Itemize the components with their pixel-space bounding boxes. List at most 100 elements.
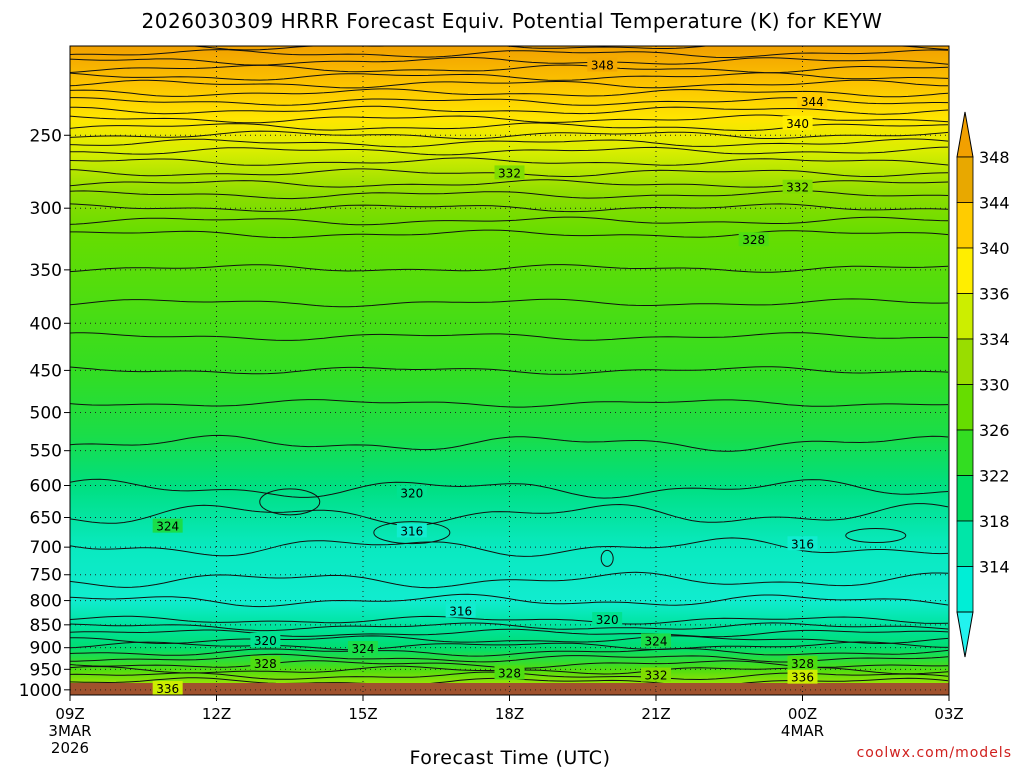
colorbar-tick-label: 334 — [979, 330, 1010, 349]
contour-label: 328 — [791, 657, 814, 671]
contour-line — [70, 72, 949, 81]
y-tick-label: 700 — [30, 538, 62, 558]
contour-label: 340 — [786, 117, 809, 131]
colorbar-tick-label: 326 — [979, 421, 1010, 440]
y-tick-label: 550 — [30, 442, 62, 462]
colorbar-tick-label: 344 — [979, 194, 1010, 213]
y-tick-label: 1000 — [19, 681, 62, 701]
contour-line — [70, 399, 949, 408]
contour-label: 328 — [498, 667, 521, 681]
colorbar-tick-label: 322 — [979, 467, 1010, 486]
contour-line — [70, 434, 949, 452]
colorbar-segment — [956, 293, 974, 340]
contour-label: 348 — [591, 59, 614, 73]
colorbar-segment — [956, 202, 974, 249]
contour-line — [70, 641, 949, 651]
x-tick-sublabel: 2026 — [51, 739, 89, 757]
y-tick-label: 750 — [30, 566, 62, 586]
credit-text: coolwx.com/models — [857, 745, 1012, 761]
colorbar-tick-label: 348 — [979, 148, 1010, 167]
y-tick-label: 600 — [30, 476, 62, 496]
contour-label: 320 — [596, 613, 619, 627]
contour-line — [70, 79, 949, 89]
colorbar-segment — [956, 475, 974, 522]
y-tick-label: 350 — [30, 261, 62, 281]
x-tick-sublabel: 4MAR — [781, 722, 824, 740]
y-tick-label: 800 — [30, 592, 62, 612]
x-tick-label: 00Z — [788, 705, 817, 723]
contour-label-bg — [250, 655, 281, 670]
contour-line — [70, 366, 949, 375]
contour-label-bg — [782, 115, 813, 130]
y-tick-label: 250 — [30, 126, 62, 146]
contour-label-bg — [494, 665, 525, 680]
contour-label-bg — [152, 681, 183, 695]
contour-line — [70, 130, 949, 140]
contour-line — [70, 628, 949, 638]
colorbar-tick-label: 336 — [979, 285, 1010, 304]
contour-line — [70, 105, 949, 115]
colorbar-segment — [956, 384, 974, 431]
ground-surface — [70, 683, 949, 695]
contour-label: 332 — [645, 669, 668, 683]
contour-label-bg — [396, 485, 427, 500]
contour-label-bg — [587, 57, 618, 72]
contour-label: 332 — [498, 166, 521, 180]
contour-label-bg — [797, 93, 828, 108]
contour-line — [70, 298, 949, 308]
contour-label-bg — [494, 165, 525, 180]
contour-label: 324 — [156, 520, 179, 534]
contour-label-bg — [152, 518, 183, 533]
contour-label-bg — [250, 632, 281, 647]
x-axis-label: Forecast Time (UTC) — [410, 747, 611, 768]
contour-line — [70, 503, 949, 527]
contour-line — [70, 264, 949, 273]
contour-label: 344 — [801, 95, 824, 109]
contour-label-bg — [738, 232, 769, 247]
contour-label-bg — [396, 523, 427, 538]
contour-line — [70, 203, 949, 213]
contour-label: 328 — [742, 233, 765, 247]
x-tick-label: 03Z — [934, 705, 963, 723]
y-tick-label: 950 — [30, 660, 62, 680]
colorbar-tick-label: 340 — [979, 239, 1010, 258]
colorbar-top-arrow — [956, 111, 974, 158]
contour-label: 316 — [791, 537, 814, 551]
colorbar-tick-label: 314 — [979, 558, 1010, 577]
chart-title: 2026030309 HRRR Forecast Equiv. Potentia… — [142, 9, 883, 33]
contour-line — [70, 157, 949, 166]
x-tick-label: 15Z — [348, 705, 377, 723]
colorbar-tick-label: 330 — [979, 376, 1010, 395]
contour-line — [70, 49, 949, 58]
contour-line — [70, 593, 949, 608]
y-tick-label: 900 — [30, 639, 62, 659]
colorbar-segment — [956, 156, 974, 203]
plot-area: 348 344 340 332 332 328 324 320 316 316 316 320 320 3… — [70, 46, 949, 695]
contour-label: 328 — [254, 657, 277, 671]
contour-line — [70, 146, 949, 156]
contour-label-bg — [787, 536, 818, 551]
contour-line — [70, 64, 949, 74]
contour-label-bg — [787, 655, 818, 670]
contour-line — [70, 537, 949, 557]
colorbar-segment — [956, 429, 974, 476]
contour-cell — [373, 521, 451, 545]
contour-label: 332 — [786, 181, 809, 195]
contour-label: 316 — [449, 604, 472, 618]
contour-line — [70, 216, 949, 226]
colorbar-bottom-arrow — [956, 611, 974, 658]
y-tick-label: 500 — [30, 404, 62, 424]
contour-line — [70, 88, 949, 98]
grid-lines — [70, 46, 949, 695]
contour-line — [70, 138, 949, 148]
contour-label: 316 — [400, 524, 423, 538]
contour-cell — [259, 488, 321, 516]
contour-label: 324 — [645, 634, 668, 648]
contour-cell — [600, 549, 614, 567]
contour-label: 320 — [400, 486, 423, 500]
colorbar-segment — [956, 566, 974, 613]
contour-label-bg — [641, 633, 671, 648]
contour-line — [70, 571, 949, 589]
y-tick-label: 450 — [30, 361, 62, 381]
